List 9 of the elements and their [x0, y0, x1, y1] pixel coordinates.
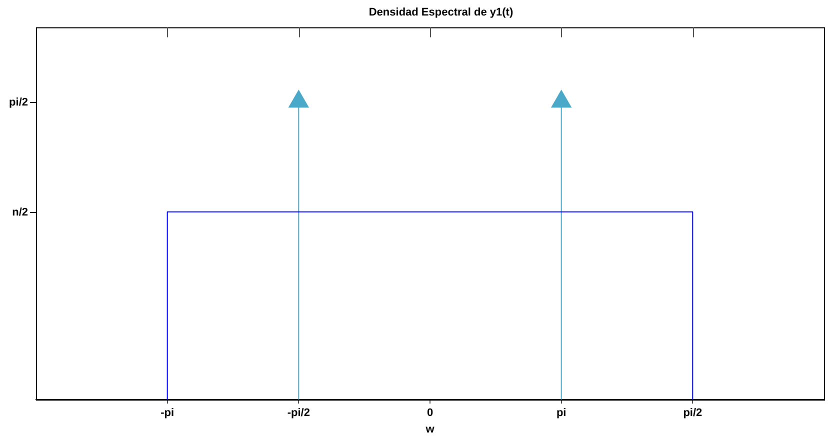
x-tick-label: pi/2	[683, 407, 702, 420]
x-tick-label: pi	[556, 407, 566, 420]
x-tick-label: -pi	[160, 407, 174, 420]
text: pi/2	[9, 96, 28, 109]
chart-title: Densidad Espectral de y1(t)	[368, 6, 514, 19]
x-tick-label: -pi/2	[287, 407, 310, 420]
x-axis-title: w	[424, 423, 435, 436]
text: n/2	[12, 206, 28, 219]
x-tick-label: 0	[426, 407, 434, 420]
